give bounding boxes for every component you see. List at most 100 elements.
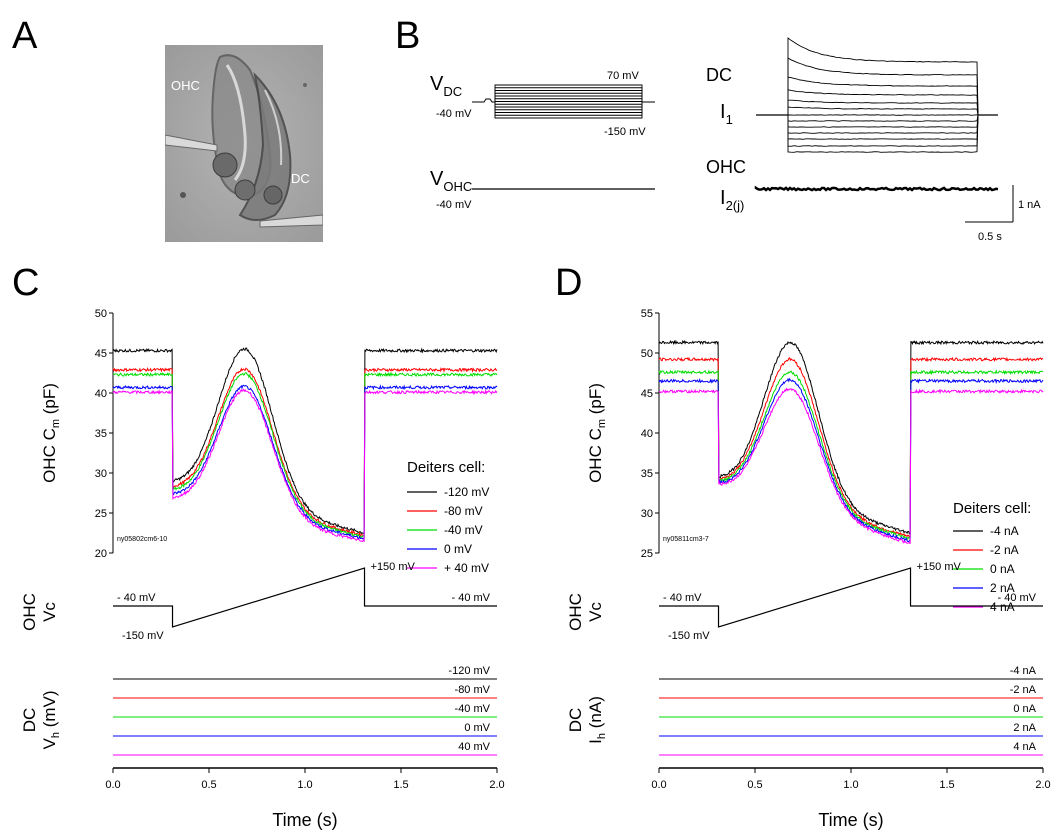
series-line: [658, 339, 1044, 535]
vdc-step: [494, 92, 643, 102]
hold-level-label: 0 nA: [1013, 703, 1036, 715]
vc-low-label: -150 mV: [122, 630, 164, 642]
i1-trace: [787, 114, 979, 140]
x-tick-label: 2.0: [489, 779, 504, 791]
series-line: [658, 356, 1044, 539]
legend-title: Deiters cell:: [407, 459, 485, 476]
vdc-bottom-step: -150 mV: [604, 126, 646, 138]
vohc-hold-label: -40 mV: [436, 199, 472, 211]
scale-x-label: 0.5 s: [978, 231, 1002, 243]
series-line: [112, 388, 498, 543]
hold-level-label: -4 nA: [1010, 665, 1037, 677]
series-line: [658, 377, 1044, 543]
i1-trace: [787, 57, 979, 116]
i1-label: I1: [720, 101, 733, 127]
series-line: [112, 347, 498, 534]
ohc-label: OHC: [171, 78, 200, 93]
vdc-top-step: 70 mV: [607, 70, 639, 82]
x-tick-label: 1.0: [297, 779, 312, 791]
panel-b: VDC -40 mV 70 mV -150 mV VOHC -40 mV DC …: [430, 37, 1041, 243]
series-line: [658, 387, 1044, 545]
y-axis-label: OHC Cm (pF): [40, 383, 62, 483]
x-tick-label: 0.0: [105, 779, 120, 791]
legend-label: -2 nA: [990, 543, 1019, 557]
series-line: [658, 369, 1044, 540]
file-id-label: ny05811cm3-7: [663, 536, 709, 543]
legend-label: 2 nA: [990, 581, 1015, 595]
vc-hold-label: - 40 mV: [663, 592, 702, 604]
vc-protocol-trace: [113, 567, 497, 628]
panel-d: 25 30 35 40 45 50 55 OHC Cm (pF) ny05811cm3-7 Dei…: [566, 308, 1051, 830]
hold-level-label: 0 mV: [464, 722, 490, 734]
x-tick-label: 1.0: [843, 779, 858, 791]
x-tick-label: 0.5: [747, 779, 762, 791]
y-tick-label: 55: [641, 308, 653, 320]
y-tick-label: 45: [641, 388, 653, 400]
dc-current-label: DC: [706, 65, 732, 85]
legend-label: 4 nA: [990, 600, 1015, 614]
y-tick-label: 45: [95, 348, 107, 360]
x-axis-label: Time (s): [818, 810, 883, 830]
i1-trace: [787, 37, 979, 116]
dc-label: DC: [291, 171, 310, 186]
hold-level-label: -80 mV: [455, 684, 491, 696]
vc-axis-label: OHCVc: [20, 593, 59, 631]
vdc-step: [494, 101, 643, 102]
ohc-current-label: OHC: [706, 157, 746, 177]
i1-current-traces: [756, 37, 998, 153]
cell-micrograph: OHC DC: [165, 45, 323, 242]
vdc-step: [494, 102, 643, 105]
legend-label: -40 mV: [444, 523, 483, 537]
y-tick-label: 20: [95, 548, 107, 560]
i1-trace: [787, 114, 979, 147]
legend-label: 0 mV: [444, 542, 472, 556]
i2-current-trace: [754, 185, 999, 192]
y-tick-label: 25: [641, 548, 653, 560]
y-tick-label: 35: [95, 428, 107, 440]
i1-trace: [787, 99, 979, 116]
series-line: [112, 384, 498, 542]
hold-level-label: -40 mV: [455, 703, 491, 715]
vc-low-label: -150 mV: [668, 630, 710, 642]
y-tick-label: 40: [95, 388, 107, 400]
i1-trace: [787, 114, 979, 134]
vdc-prepulse: [472, 98, 495, 103]
y-tick-label: 50: [95, 308, 107, 320]
hold-level-label: 40 mV: [458, 741, 490, 753]
vohc-label: VOHC: [430, 168, 472, 194]
i1-trace: [787, 114, 979, 128]
x-tick-label: 1.5: [939, 779, 954, 791]
legend-label: 0 nA: [990, 562, 1015, 576]
hold-level-label: -120 mV: [448, 665, 490, 677]
vdc-step: [494, 87, 643, 102]
y-tick-label: 50: [641, 348, 653, 360]
i1-trace: [787, 76, 979, 116]
panel-letter-c: C: [12, 262, 40, 304]
legend-label: -120 mV: [444, 485, 489, 499]
panel-c: 20 25 30 35 40 45 50 OHC Cm (pF) ny05802cm6-10 De…: [20, 308, 505, 830]
hold-level-label: 4 nA: [1013, 741, 1036, 753]
x-tick-label: 2.0: [1035, 779, 1050, 791]
panel-letter-b: B: [395, 15, 421, 57]
x-axis-label: Time (s): [272, 810, 337, 830]
y-tick-label: 30: [95, 468, 107, 480]
x-tick-label: 0.5: [201, 779, 216, 791]
i1-trace: [787, 114, 979, 116]
vc-high-label: +150 mV: [371, 561, 416, 573]
vdc-step: [494, 102, 643, 111]
vc-high-label: +150 mV: [917, 561, 962, 573]
y-tick-label: 35: [641, 468, 653, 480]
hold-axis-label: DCVh (mV): [20, 690, 62, 749]
hold-level-label: 2 nA: [1013, 722, 1036, 734]
panel-letter-d: D: [555, 262, 583, 304]
y-tick-label: 25: [95, 508, 107, 520]
i1-trace: [787, 89, 979, 116]
hold-level-label: -2 nA: [1010, 684, 1037, 696]
vc-protocol-trace: [659, 567, 1043, 628]
vdc-label: VDC: [430, 73, 462, 99]
i2-label: I2(j): [720, 187, 744, 213]
vc-axis-label: OHCVc: [566, 593, 605, 631]
vc-hold-right-label: - 40 mV: [997, 592, 1036, 604]
y-axis-label: OHC Cm (pF): [586, 383, 608, 483]
vc-hold-label: - 40 mV: [117, 592, 156, 604]
